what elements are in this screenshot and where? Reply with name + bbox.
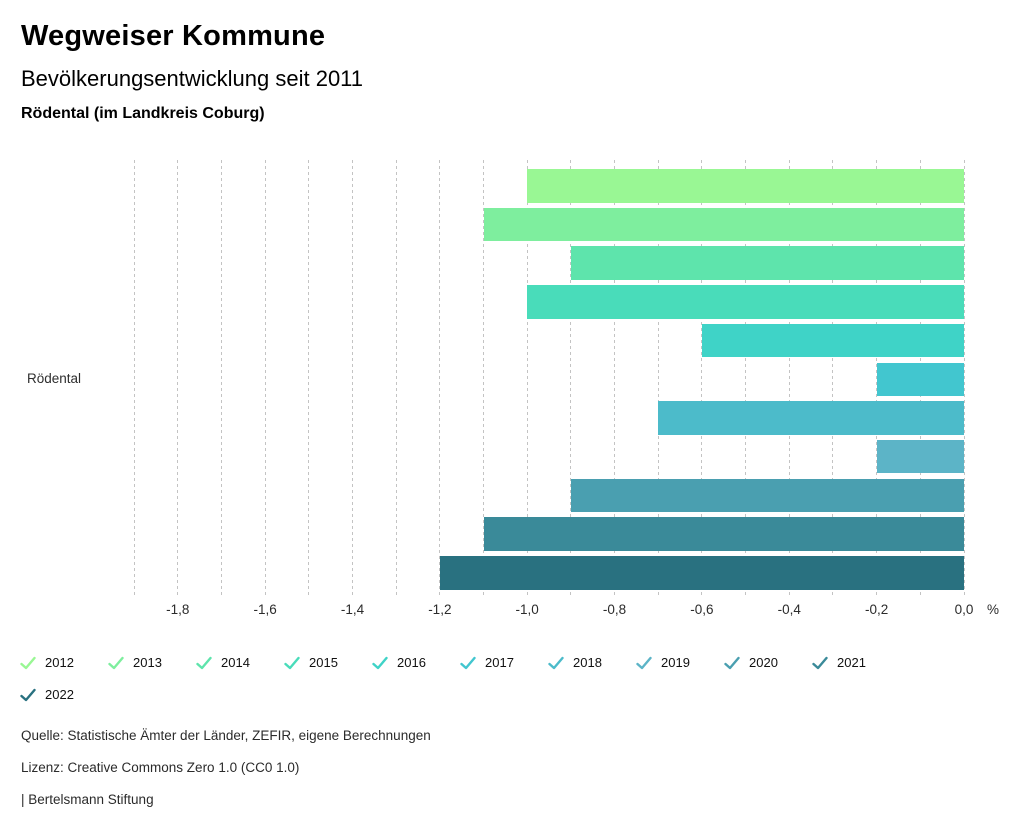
source-note: Quelle: Statistische Ämter der Länder, Z… (21, 728, 431, 743)
legend-item-2014[interactable]: 2014 (196, 652, 284, 673)
bar-2015[interactable] (527, 285, 964, 319)
check-icon (724, 656, 740, 669)
gridline (395, 160, 397, 597)
check-icon (460, 656, 476, 669)
chart-title: Bevölkerungsentwicklung seit 2011 (21, 66, 364, 91)
check-icon (108, 656, 124, 669)
x-tick-label: 0,0 (954, 602, 974, 617)
x-axis-unit-label: % (986, 602, 999, 617)
legend-item-2013[interactable]: 2013 (108, 652, 196, 673)
legend-item-label: 2018 (573, 655, 602, 670)
legend-item-2018[interactable]: 2018 (548, 652, 636, 673)
x-tick-label: -1,6 (253, 602, 277, 617)
legend-item-label: 2019 (661, 655, 690, 670)
gridline (133, 160, 135, 597)
legend-item-2017[interactable]: 2017 (460, 652, 548, 673)
gridline (963, 160, 965, 597)
bar-2013[interactable] (483, 207, 964, 242)
legend-item-2015[interactable]: 2015 (284, 652, 372, 673)
x-tick-label: -1,2 (428, 602, 452, 617)
bar-2016[interactable] (701, 323, 964, 358)
gridline (177, 160, 179, 597)
x-tick-label: -0,6 (690, 602, 714, 617)
legend-item-2021[interactable]: 2021 (812, 652, 900, 673)
gridline (614, 160, 616, 597)
legend-item-2012[interactable]: 2012 (20, 652, 108, 673)
gridline (570, 160, 572, 597)
x-tick-label: -0,8 (602, 602, 627, 617)
legend-item-label: 2014 (221, 655, 250, 670)
gridline (220, 160, 222, 597)
gridline (657, 160, 659, 597)
gridline (308, 160, 310, 597)
check-icon (196, 656, 212, 669)
gridline (351, 160, 353, 597)
x-tick-label: -0,4 (777, 602, 801, 617)
bar-2017[interactable] (876, 362, 964, 396)
footer: Quelle: Statistische Ämter der Länder, Z… (21, 728, 431, 825)
bar-2012[interactable] (527, 169, 964, 203)
check-icon (548, 656, 564, 669)
y-axis-category-label: Rödental (27, 371, 82, 386)
legend-item-label: 2020 (749, 655, 778, 670)
bar-2021[interactable] (483, 517, 964, 551)
gridline (701, 160, 703, 597)
bar-2020[interactable] (570, 478, 964, 513)
attribution-note: | Bertelsmann Stiftung (21, 792, 154, 807)
x-tick-label: -1,8 (166, 602, 190, 617)
legend-item-label: 2021 (837, 655, 866, 670)
check-icon (20, 656, 36, 669)
gridline (483, 160, 485, 597)
legend-item-2022[interactable]: 2022 (20, 684, 108, 705)
legend-item-2020[interactable]: 2020 (724, 652, 812, 673)
check-icon (636, 656, 652, 669)
bar-2018[interactable] (658, 401, 964, 435)
legend-item-label: 2016 (397, 655, 426, 670)
gridline (788, 160, 790, 597)
legend-item-label: 2022 (45, 687, 74, 702)
check-icon (812, 656, 828, 669)
gridline (832, 160, 834, 597)
gridline (745, 160, 747, 597)
region-subtitle: Rödental (im Landkreis Coburg) (21, 105, 265, 122)
bar-2022[interactable] (439, 556, 964, 590)
legend-item-2019[interactable]: 2019 (636, 652, 724, 673)
gridline (439, 160, 441, 597)
x-tick-label: -1,0 (515, 602, 539, 617)
x-tick-label: -1,4 (340, 602, 365, 617)
legend-item-2016[interactable]: 2016 (372, 652, 460, 673)
legend-item-label: 2015 (309, 655, 338, 670)
license-note: Lizenz: Creative Commons Zero 1.0 (CC0 1… (21, 760, 300, 775)
check-icon (372, 656, 388, 669)
page-title: Wegweiser Kommune (21, 20, 326, 52)
legend-item-label: 2012 (45, 655, 74, 670)
legend: 2012 2013 2014 2015 2016 2017 2018 2019 2020 2021… (20, 652, 920, 705)
check-icon (20, 688, 36, 701)
check-icon (284, 656, 300, 669)
legend-item-label: 2013 (133, 655, 162, 670)
gridline (526, 160, 528, 597)
gridline (264, 160, 266, 597)
x-tick-label: -0,2 (864, 602, 889, 617)
bar-2019[interactable] (876, 439, 964, 474)
legend-item-label: 2017 (485, 655, 514, 670)
bar-2014[interactable] (570, 246, 964, 280)
